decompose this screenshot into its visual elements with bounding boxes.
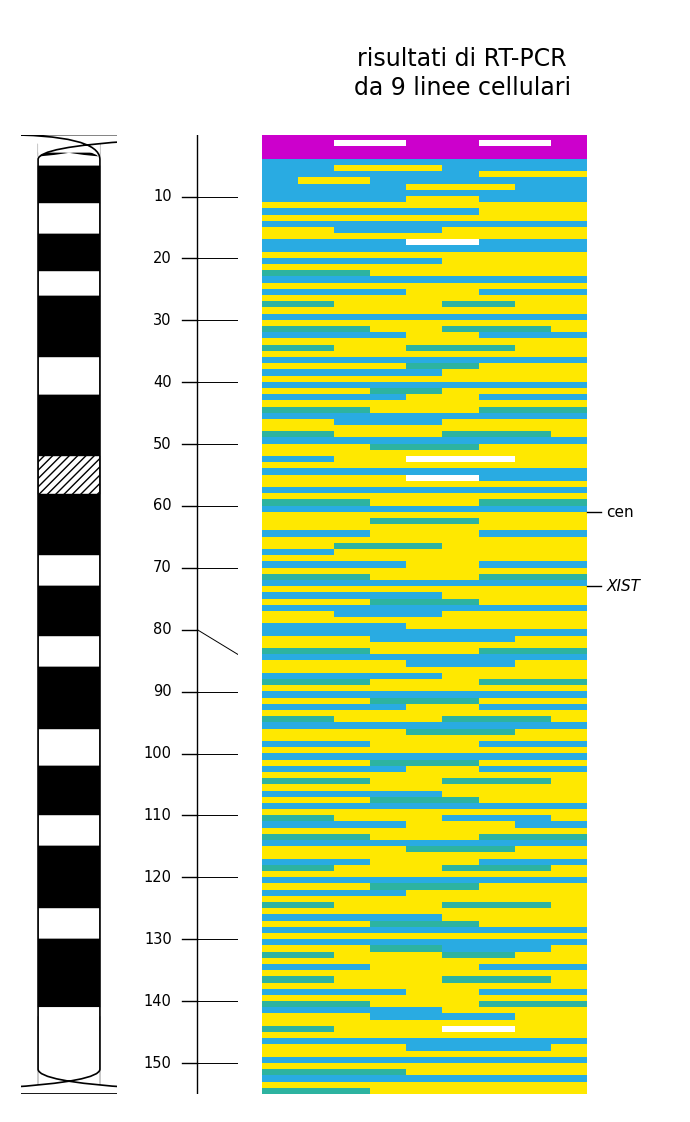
- Bar: [38, 636, 100, 666]
- Text: 120: 120: [144, 870, 172, 885]
- FancyBboxPatch shape: [0, 135, 424, 166]
- Text: 20: 20: [153, 251, 172, 266]
- Text: 150: 150: [144, 1056, 172, 1070]
- Bar: [38, 154, 100, 203]
- Text: 70: 70: [153, 560, 172, 576]
- Text: cen: cen: [607, 505, 634, 519]
- Bar: [38, 846, 100, 909]
- Text: 30: 30: [153, 313, 172, 328]
- Text: 40: 40: [153, 375, 172, 389]
- Bar: [38, 358, 100, 395]
- Bar: [38, 233, 100, 270]
- Bar: [38, 587, 100, 636]
- FancyBboxPatch shape: [0, 1008, 424, 1094]
- Text: 110: 110: [144, 808, 172, 822]
- Bar: [38, 939, 100, 1008]
- Bar: [38, 270, 100, 295]
- Bar: [38, 666, 100, 729]
- Bar: [38, 729, 100, 766]
- Text: 100: 100: [144, 746, 172, 761]
- Bar: [38, 395, 100, 457]
- Bar: [38, 457, 100, 494]
- Bar: [38, 203, 100, 233]
- Text: 90: 90: [153, 684, 172, 699]
- Text: risultati di RT-PCR
da 9 linee cellulari: risultati di RT-PCR da 9 linee cellulari: [354, 47, 571, 100]
- Text: 80: 80: [153, 623, 172, 637]
- Text: 10: 10: [153, 188, 172, 204]
- Bar: [38, 555, 100, 587]
- Bar: [38, 909, 100, 939]
- Bar: [38, 1008, 100, 1094]
- Bar: [38, 766, 100, 816]
- Text: 60: 60: [153, 498, 172, 514]
- Bar: [38, 494, 100, 555]
- Bar: [38, 135, 100, 154]
- Bar: [38, 816, 100, 846]
- Bar: [38, 295, 100, 358]
- Bar: [38, 457, 100, 494]
- Text: 50: 50: [153, 436, 172, 451]
- Text: XIST: XIST: [607, 579, 640, 594]
- Text: 130: 130: [144, 931, 172, 947]
- Text: 140: 140: [144, 994, 172, 1009]
